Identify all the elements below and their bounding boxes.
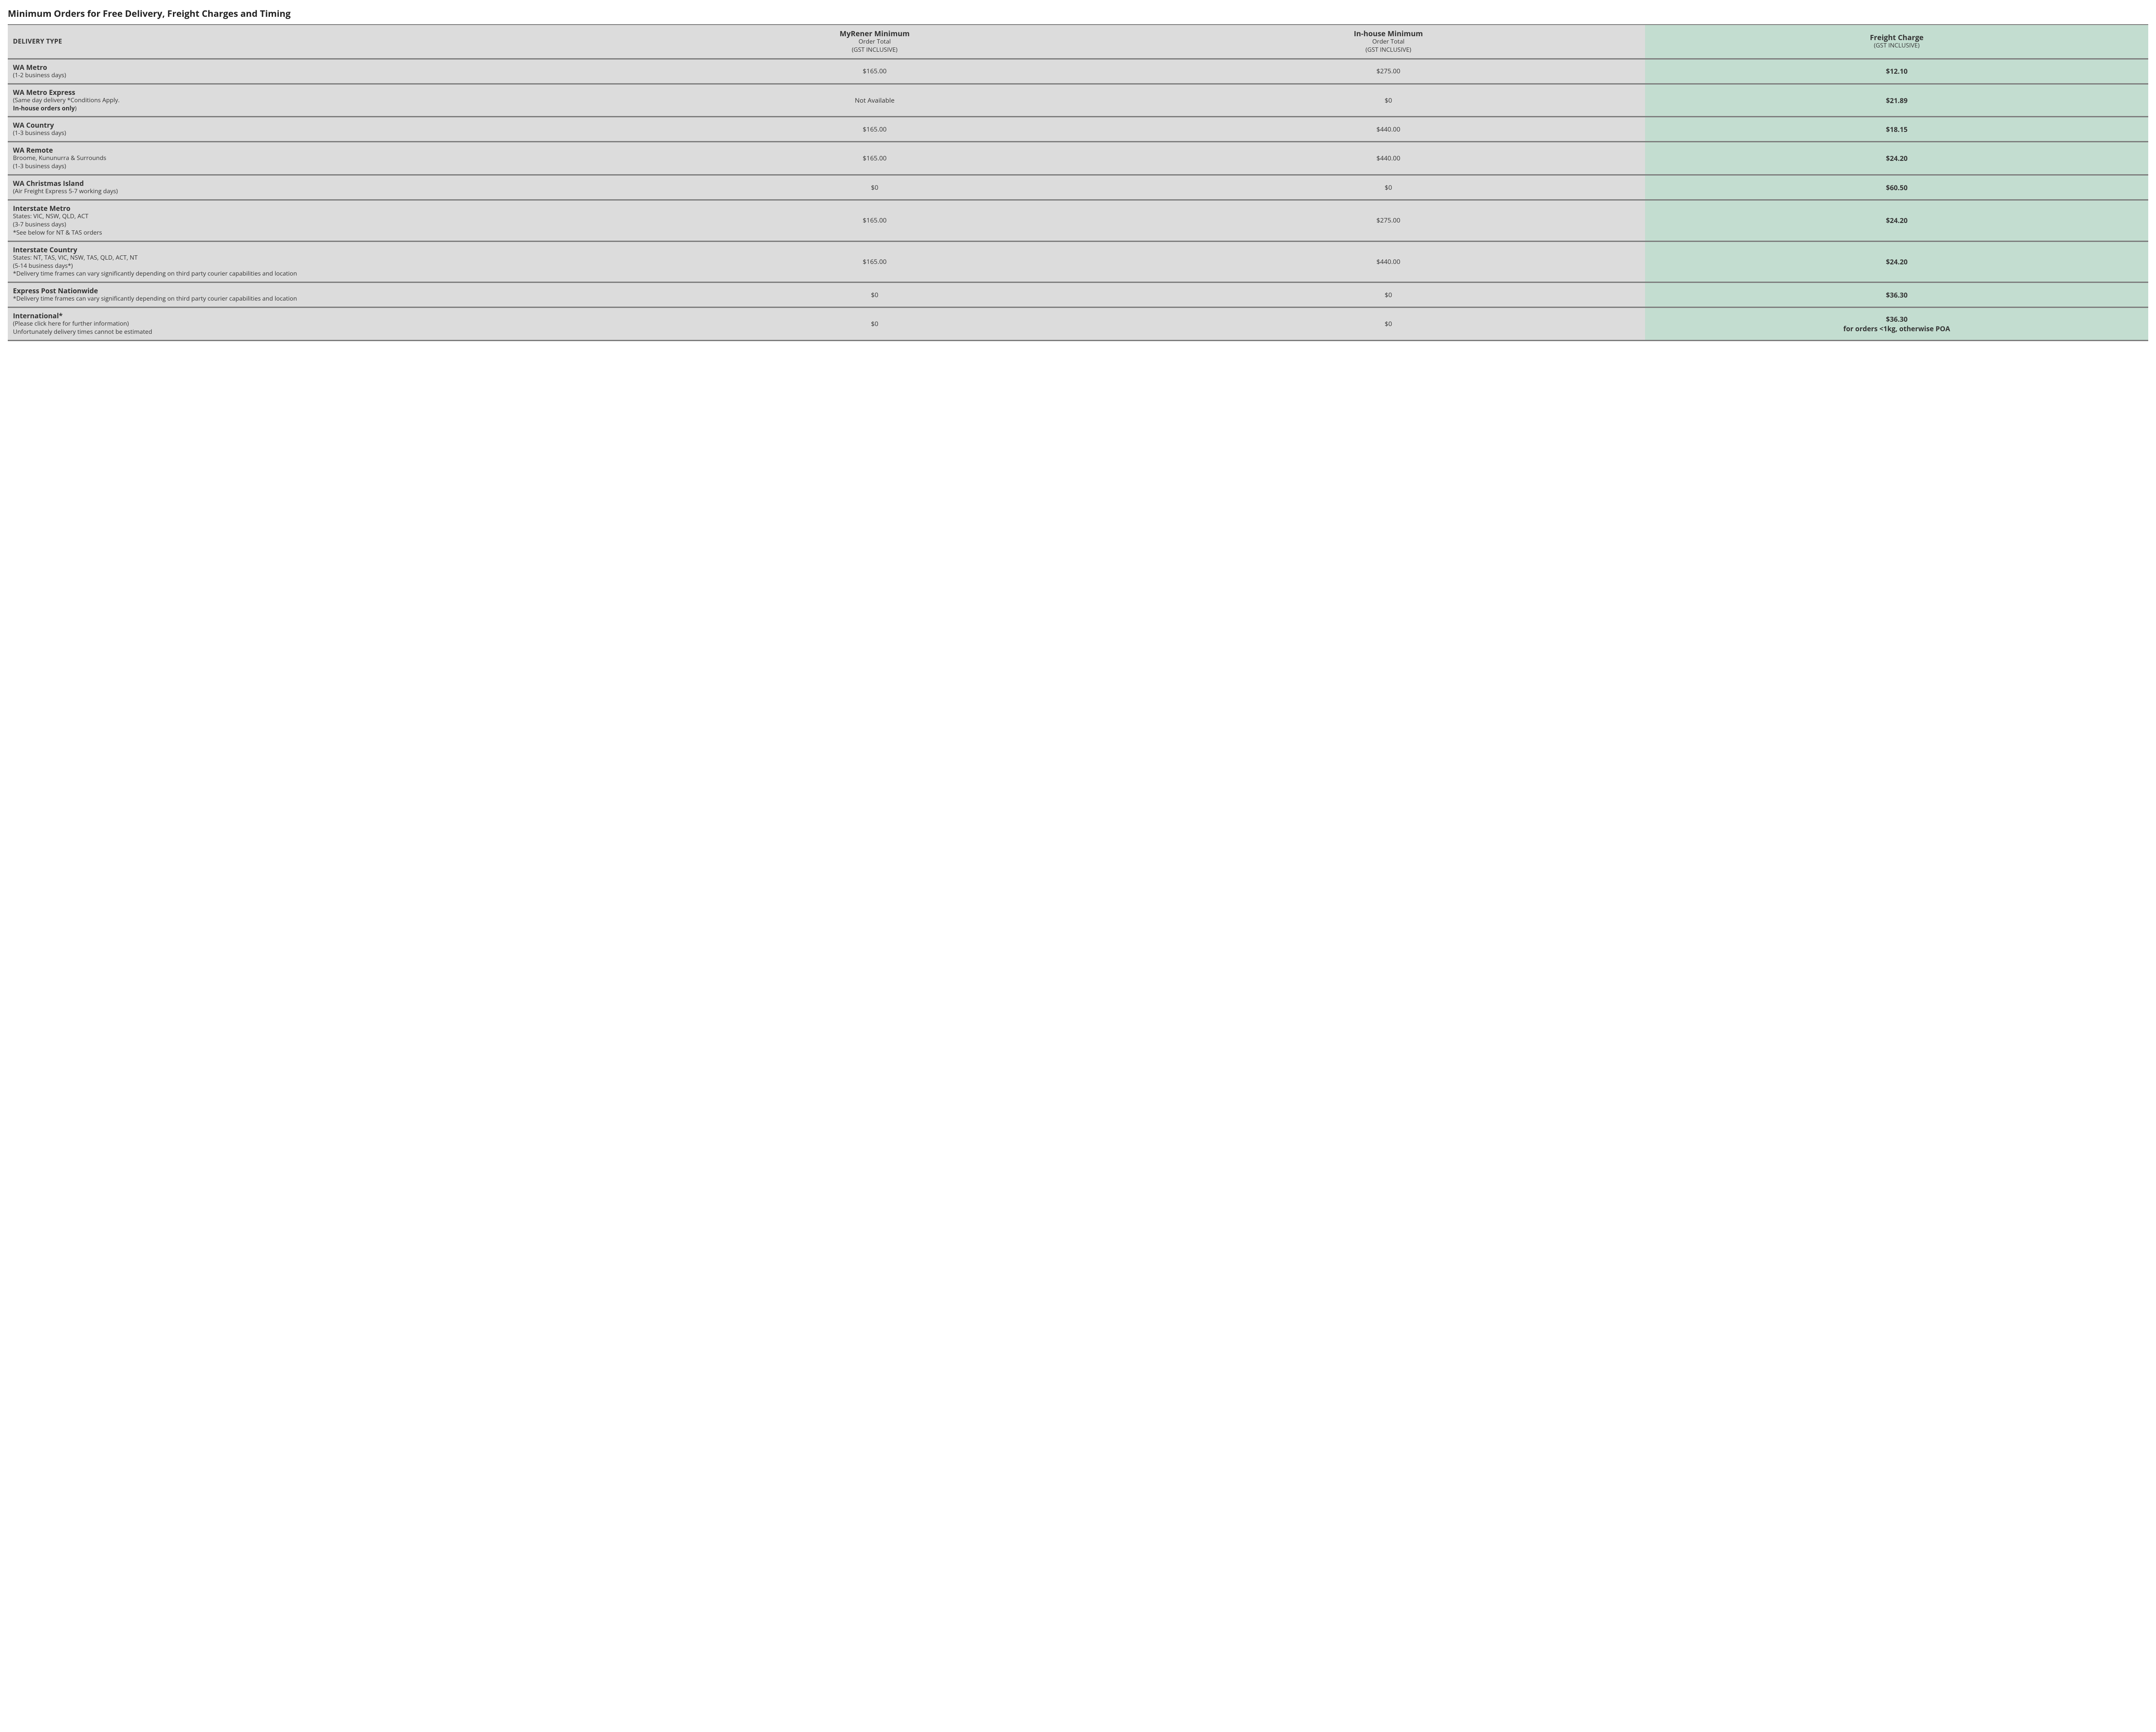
cell-myrener-min: $0 [618, 175, 1131, 200]
table-body: WA Metro(1-2 business days)$165.00$275.0… [8, 59, 2148, 340]
row-title: Express Post Nationwide [13, 286, 613, 295]
row-subtext: (1-3 business days) [13, 163, 613, 171]
row-subtext: In-house orders only) [13, 105, 613, 113]
cell-myrener-min: $165.00 [618, 200, 1131, 242]
cell-freight-charge: $36.30for orders <1kg, otherwise POA [1645, 307, 2148, 341]
cell-delivery-type: Interstate MetroStates: VIC, NSW, QLD, A… [8, 200, 618, 242]
row-subtext: *Delivery time frames can vary significa… [13, 270, 613, 278]
row-subtext: (Air Freight Express 5-7 working days) [13, 188, 613, 196]
cell-delivery-type: WA RemoteBroome, Kununurra & Surrounds(1… [8, 142, 618, 175]
header-freight-title: Freight Charge [1650, 33, 2143, 42]
cell-inhouse-min: $275.00 [1131, 59, 1645, 84]
header-inhouse-sub1: Order Total [1137, 38, 1640, 46]
cell-inhouse-min: $0 [1131, 282, 1645, 307]
cell-freight-charge: $24.20 [1645, 142, 2148, 175]
row-title: WA Country [13, 121, 613, 129]
cell-myrener-min: $0 [618, 307, 1131, 341]
header-freight-sub: (GST INCLUSIVE) [1650, 42, 2143, 50]
cell-freight-charge: $18.15 [1645, 117, 2148, 142]
row-title: WA Metro Express [13, 88, 613, 97]
cell-inhouse-min: $440.00 [1131, 117, 1645, 142]
cell-inhouse-min: $0 [1131, 175, 1645, 200]
row-title: WA Christmas Island [13, 179, 613, 188]
cell-freight-charge: $36.30 [1645, 282, 2148, 307]
row-subtext: (Please click here for further informati… [13, 320, 613, 328]
cell-delivery-type: WA Christmas Island(Air Freight Express … [8, 175, 618, 200]
cell-freight-charge: $24.20 [1645, 241, 2148, 282]
table-row: WA Metro(1-2 business days)$165.00$275.0… [8, 59, 2148, 84]
header-inhouse-title: In-house Minimum [1137, 29, 1640, 38]
cell-inhouse-min: $440.00 [1131, 142, 1645, 175]
cell-myrener-min: $0 [618, 282, 1131, 307]
table-row: WA RemoteBroome, Kununurra & Surrounds(1… [8, 142, 2148, 175]
row-subtext: Unfortunately delivery times cannot be e… [13, 328, 613, 336]
row-subtext: States: VIC, NSW, QLD, ACT [13, 213, 613, 221]
row-title: WA Remote [13, 146, 613, 154]
cell-freight-charge: $12.10 [1645, 59, 2148, 84]
row-title: Interstate Country [13, 245, 613, 254]
row-subtext: (Same day delivery *Conditions Apply. [13, 97, 613, 105]
cell-myrener-min: $165.00 [618, 241, 1131, 282]
table-row: WA Metro Express(Same day delivery *Cond… [8, 84, 2148, 117]
row-title: Interstate Metro [13, 204, 613, 213]
page-title: Minimum Orders for Free Delivery, Freigh… [8, 8, 2148, 20]
row-subtext: (1-2 business days) [13, 72, 613, 80]
cell-delivery-type: International*(Please click here for fur… [8, 307, 618, 341]
table-row: Express Post Nationwide*Delivery time fr… [8, 282, 2148, 307]
cell-delivery-type: Express Post Nationwide*Delivery time fr… [8, 282, 618, 307]
cell-delivery-type: Interstate CountryStates: NT, TAS, VIC, … [8, 241, 618, 282]
row-subtext: (3-7 business days) [13, 221, 613, 229]
cell-freight-charge: $60.50 [1645, 175, 2148, 200]
header-delivery-type: DELIVERY TYPE [8, 25, 618, 59]
table-header-row: DELIVERY TYPE MyRener Minimum Order Tota… [8, 25, 2148, 59]
freight-table: DELIVERY TYPE MyRener Minimum Order Tota… [8, 24, 2148, 341]
cell-inhouse-min: $440.00 [1131, 241, 1645, 282]
cell-inhouse-min: $0 [1131, 307, 1645, 341]
row-subtext: (5-14 business days*) [13, 262, 613, 270]
cell-myrener-min: $165.00 [618, 59, 1131, 84]
cell-myrener-min: $165.00 [618, 142, 1131, 175]
header-myrener-title: MyRener Minimum [623, 29, 1126, 38]
cell-freight-charge: $24.20 [1645, 200, 2148, 242]
table-row: WA Christmas Island(Air Freight Express … [8, 175, 2148, 200]
row-subtext: *See below for NT & TAS orders [13, 229, 613, 237]
header-myrener-sub1: Order Total [623, 38, 1126, 46]
row-title: WA Metro [13, 63, 613, 72]
cell-delivery-type: WA Metro Express(Same day delivery *Cond… [8, 84, 618, 117]
table-row: WA Country(1-3 business days)$165.00$440… [8, 117, 2148, 142]
row-subtext: *Delivery time frames can vary significa… [13, 295, 613, 303]
header-myrener: MyRener Minimum Order Total (GST INCLUSI… [618, 25, 1131, 59]
row-subtext: (1-3 business days) [13, 129, 613, 138]
header-myrener-sub2: (GST INCLUSIVE) [623, 46, 1126, 54]
table-row: Interstate CountryStates: NT, TAS, VIC, … [8, 241, 2148, 282]
cell-myrener-min: Not Available [618, 84, 1131, 117]
header-freight: Freight Charge (GST INCLUSIVE) [1645, 25, 2148, 59]
header-inhouse: In-house Minimum Order Total (GST INCLUS… [1131, 25, 1645, 59]
table-row: Interstate MetroStates: VIC, NSW, QLD, A… [8, 200, 2148, 242]
cell-myrener-min: $165.00 [618, 117, 1131, 142]
header-inhouse-sub2: (GST INCLUSIVE) [1137, 46, 1640, 54]
cell-freight-charge: $21.89 [1645, 84, 2148, 117]
row-subtext: States: NT, TAS, VIC, NSW, TAS, QLD, ACT… [13, 254, 613, 262]
cell-delivery-type: WA Country(1-3 business days) [8, 117, 618, 142]
cell-inhouse-min: $275.00 [1131, 200, 1645, 242]
cell-inhouse-min: $0 [1131, 84, 1645, 117]
cell-delivery-type: WA Metro(1-2 business days) [8, 59, 618, 84]
row-subtext: Broome, Kununurra & Surrounds [13, 154, 613, 163]
row-title: International* [13, 311, 613, 320]
table-row: International*(Please click here for fur… [8, 307, 2148, 341]
